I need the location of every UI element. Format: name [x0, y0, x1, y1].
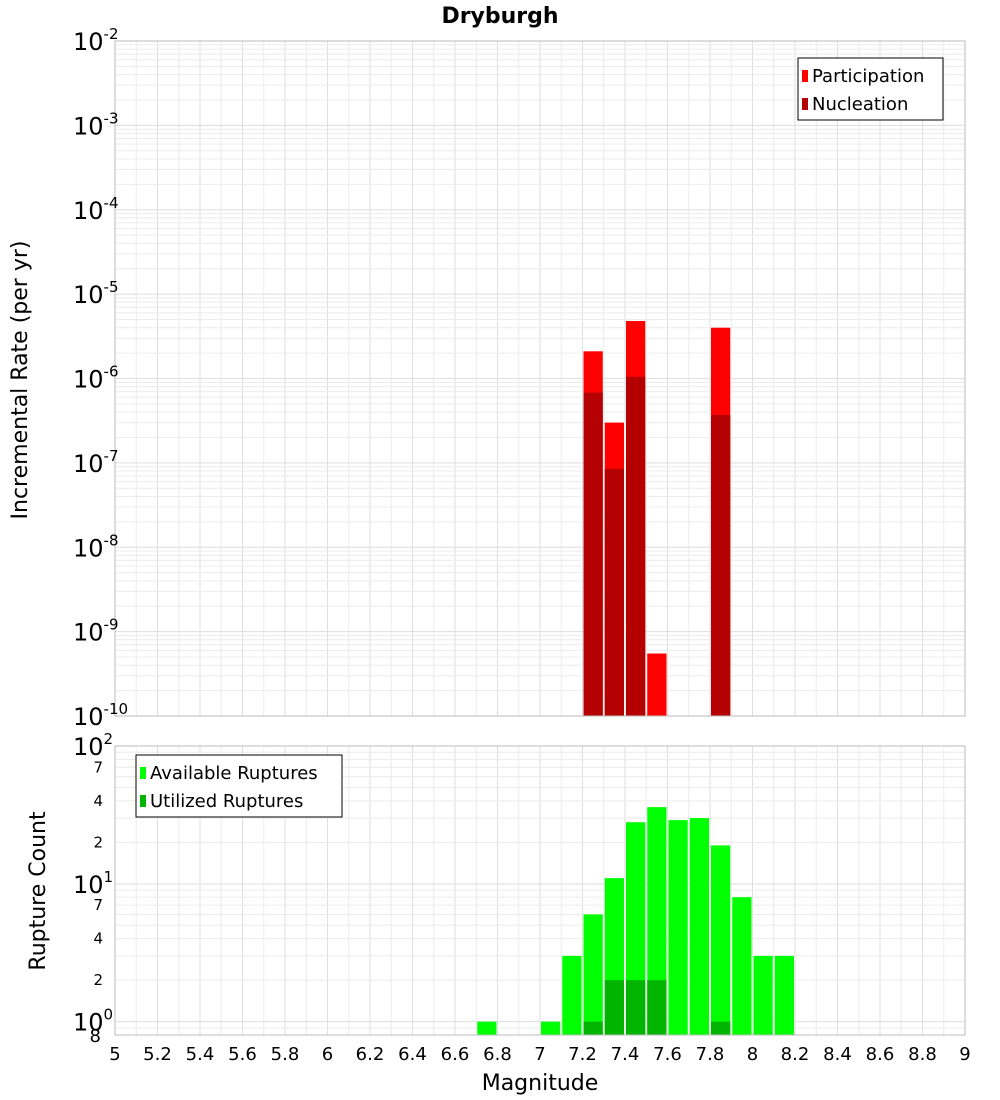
y-tick-label: 4 — [93, 792, 103, 810]
y-tick-label: 102 — [73, 730, 113, 761]
chart-title: Dryburgh — [441, 4, 558, 29]
y-tick-label: 10-7 — [73, 447, 119, 478]
x-tick-label: 7.8 — [696, 1044, 725, 1065]
rate-bar-nucleation — [711, 414, 731, 716]
rate-bar-nucleation — [604, 468, 624, 716]
count-bar-utilized-ruptures — [647, 980, 667, 1035]
y-tick-label: 10-3 — [73, 109, 119, 140]
legend-swatch — [802, 70, 808, 82]
x-tick-label: 5.8 — [271, 1044, 300, 1065]
count-bar-available-ruptures — [689, 818, 709, 1035]
rate-y-ticks: 10-10 10-9 10-8 10-7 10-6 10-5 10-4 10-3 10-2 — [73, 25, 128, 731]
count-bar-available-ruptures — [753, 955, 773, 1035]
legend-swatch — [140, 795, 146, 807]
legend-swatch — [802, 98, 808, 110]
count-bar-available-ruptures — [477, 1021, 497, 1035]
count-bar-utilized-ruptures — [583, 1021, 603, 1035]
count-bar-available-ruptures — [647, 807, 667, 1035]
count-bar-available-ruptures — [562, 955, 582, 1035]
x-tick-label: 8.8 — [908, 1044, 937, 1065]
x-tick-label: 8.2 — [781, 1044, 810, 1065]
x-tick-label: 5.6 — [228, 1044, 257, 1065]
legend-box — [135, 754, 343, 818]
x-tick-label: 6.4 — [398, 1044, 427, 1065]
y-tick-label: 10-2 — [73, 25, 119, 56]
x-tick-label: 8.4 — [823, 1044, 852, 1065]
y-tick-label: 100 — [73, 1006, 113, 1037]
rate-panel: 10-10 10-9 10-8 10-7 10-6 10-5 10-4 10-3 10-2 In… — [8, 25, 966, 731]
rate-bars — [583, 321, 731, 716]
legend-swatch — [140, 767, 146, 779]
y-tick-label: 8 — [90, 1026, 101, 1047]
legend-label: Participation — [812, 66, 924, 87]
count-bar-available-ruptures — [774, 955, 794, 1035]
y-tick-label: 2 — [93, 971, 103, 989]
legend-label: Available Ruptures — [150, 763, 318, 784]
y-tick-label: 10-4 — [73, 194, 119, 225]
count-bar-utilized-ruptures — [626, 980, 646, 1035]
count-plot-border — [114, 745, 966, 1036]
count-bar-utilized-ruptures — [604, 980, 624, 1035]
count-bar-utilized-ruptures — [711, 1021, 731, 1035]
y-tick-label: 10-9 — [73, 616, 119, 647]
y-tick-label: 10-8 — [73, 531, 119, 562]
rate-bar-nucleation — [583, 392, 603, 716]
count-bar-available-ruptures — [541, 1021, 561, 1035]
count-bar-available-ruptures — [732, 897, 752, 1035]
x-tick-label: 7.6 — [653, 1044, 682, 1065]
x-tick-label: 6.2 — [356, 1044, 385, 1065]
count-bar-available-ruptures — [668, 820, 688, 1035]
legend-box — [797, 57, 944, 121]
x-tick-label: 7 — [534, 1044, 545, 1065]
legend-label: Utilized Ruptures — [150, 791, 303, 812]
rate-bar-participation — [647, 653, 667, 716]
magnitude-x-ticks: 5 5.2 5.4 5.6 5.8 6 6.2 6.4 6.6 6.8 7 7.2 7.4 7.6 7.8 8… — [109, 1044, 970, 1065]
count-legend: Available Ruptures Utilized Ruptures — [135, 754, 343, 818]
x-tick-label: 6.6 — [441, 1044, 470, 1065]
y-tick-label: 10-10 — [73, 700, 128, 731]
x-tick-label: 7.2 — [568, 1044, 597, 1065]
y-tick-label: 7 — [93, 758, 103, 776]
x-tick-label: 5.2 — [143, 1044, 172, 1065]
y-tick-label: 4 — [93, 930, 103, 948]
x-tick-label: 8 — [747, 1044, 758, 1065]
x-tick-label: 7.4 — [611, 1044, 640, 1065]
rate-legend: Participation Nucleation — [797, 57, 944, 121]
count-bars — [477, 807, 794, 1035]
y-tick-label: 7 — [93, 896, 103, 914]
x-tick-label: 9 — [959, 1044, 970, 1065]
rate-y-axis-label: Incremental Rate (per yr) — [8, 241, 33, 520]
legend-label: Nucleation — [812, 94, 908, 115]
count-bar-available-ruptures — [583, 914, 603, 1035]
rate-plot-border — [114, 40, 966, 717]
x-tick-label: 5.4 — [186, 1044, 215, 1065]
x-tick-label: 6.8 — [483, 1044, 512, 1065]
count-y-axis-label: Rupture Count — [26, 811, 51, 971]
y-tick-label: 101 — [73, 868, 113, 899]
x-tick-label: 8.6 — [866, 1044, 895, 1065]
rate-bar-nucleation — [626, 376, 646, 716]
count-bar-available-ruptures — [711, 845, 731, 1035]
x-axis-label: Magnitude — [482, 1071, 599, 1096]
y-tick-label: 2 — [93, 833, 103, 851]
y-tick-label: 10-6 — [73, 363, 119, 394]
y-tick-label: 10-5 — [73, 278, 119, 309]
x-tick-label: 6 — [322, 1044, 333, 1065]
x-tick-label: 5 — [109, 1044, 120, 1065]
rate-grid — [114, 40, 966, 717]
